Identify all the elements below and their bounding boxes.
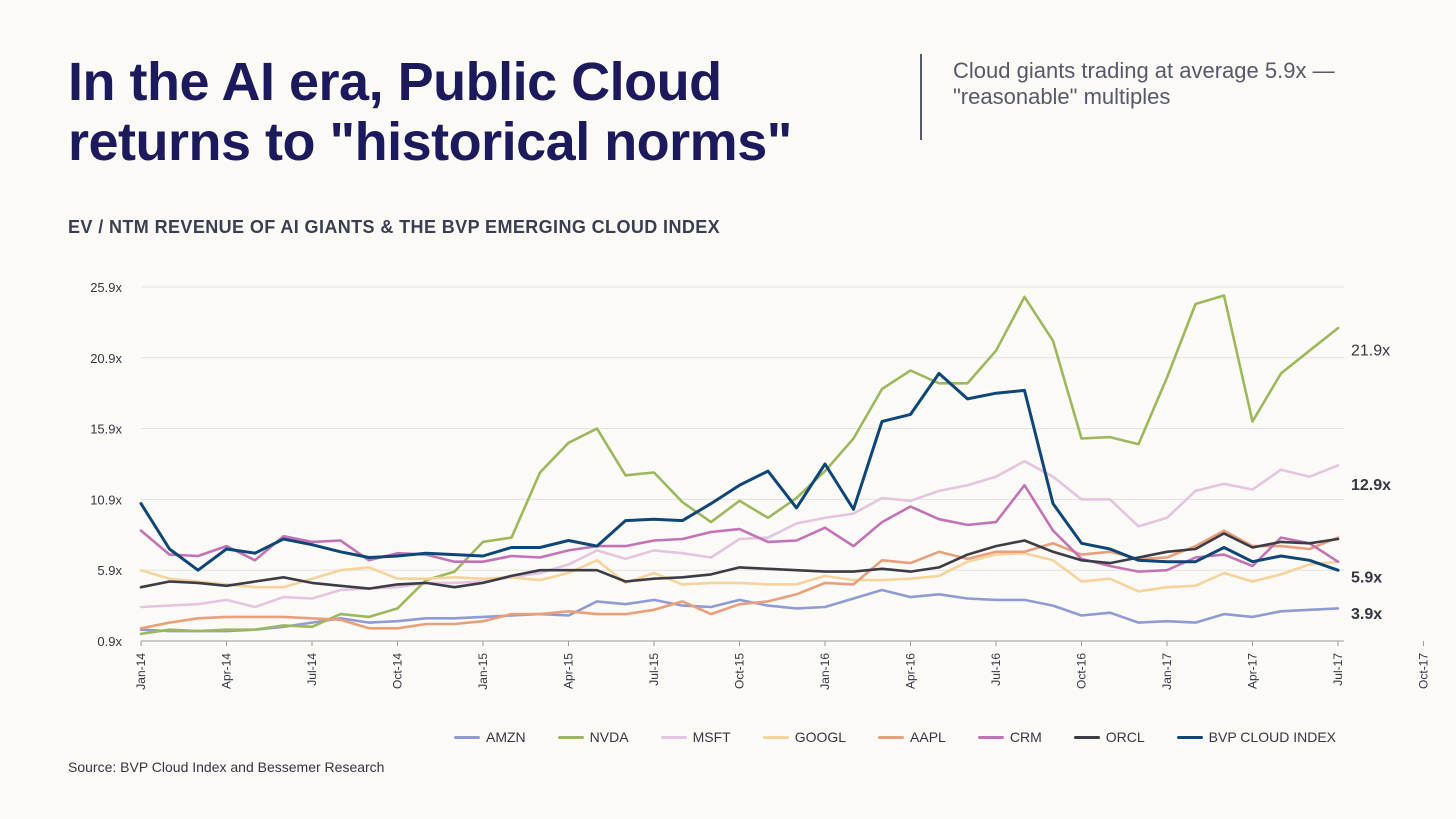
series-line-nvda	[139, 294, 1340, 636]
legend-swatch	[454, 735, 480, 739]
x-tick-label: Jan-14	[134, 653, 148, 690]
subtitle-line-1: Cloud giants trading at average 5.9x —	[953, 58, 1335, 83]
series-line-bvp-cloud-index	[139, 371, 1340, 572]
end-label: 3.9x	[1351, 606, 1382, 623]
title-line-2: returns to "historical norms"	[68, 112, 792, 172]
series-line-aapl	[139, 529, 1340, 630]
header-divider	[920, 54, 922, 140]
series-line-amzn	[139, 588, 1340, 633]
y-tick-label: 10.9x	[90, 492, 122, 507]
x-tick-label: Oct-15	[733, 653, 747, 689]
x-tick-label: Jan-15	[476, 653, 490, 690]
legend-item: AMZN	[454, 729, 526, 745]
subtitle-line-2: "reasonable" multiples	[953, 84, 1171, 109]
legend-swatch	[977, 735, 1004, 739]
legend-label: CRM	[1009, 729, 1042, 745]
series-line-msft	[139, 459, 1340, 609]
x-tick-label: Oct-16	[1075, 653, 1089, 689]
x-tick-label: Oct-17	[1417, 653, 1431, 689]
end-label: 5.9x	[1351, 569, 1382, 586]
page-subtitle: Cloud giants trading at average 5.9x — "…	[953, 58, 1413, 110]
x-tick-label: Jul-14	[305, 653, 319, 686]
legend-item: AAPL	[878, 729, 946, 745]
legend-item: MSFT	[660, 729, 731, 745]
x-tick-label: Jul-16	[989, 653, 1003, 686]
legend-item: GOOGL	[762, 729, 847, 745]
y-tick-label: 20.9x	[90, 351, 122, 366]
legend-swatch	[660, 735, 687, 739]
legend-item: NVDA	[557, 729, 629, 745]
legend-swatch	[1073, 735, 1100, 739]
legend-label: AMZN	[486, 729, 526, 745]
legend-label: GOOGL	[794, 729, 847, 745]
x-tick-label: Jan-17	[1160, 653, 1174, 690]
x-tick-label: Apr-16	[904, 653, 918, 689]
legend-item: CRM	[977, 729, 1042, 745]
chart-legend: AMZN NVDA MSFT GOOGL AAPL CRM ORCL BVP CLOUD IN…	[454, 729, 1368, 745]
x-tick-label: Jan-16	[818, 653, 832, 690]
page-title: In the AI era, Public Cloud returns to "…	[68, 52, 888, 172]
end-label: 12.9x	[1351, 477, 1391, 494]
legend-swatch	[762, 735, 789, 739]
y-tick-label: 5.9x	[97, 563, 122, 578]
legend-label: MSFT	[692, 729, 731, 745]
y-tick-label: 25.9x	[90, 280, 122, 295]
legend-label: BVP CLOUD INDEX	[1208, 729, 1336, 745]
legend-item: ORCL	[1073, 729, 1145, 745]
chart-title: EV / NTM REVENUE OF AI GIANTS & THE BVP …	[68, 217, 721, 237]
x-tick-label: Jul-15	[647, 653, 661, 686]
legend-label: NVDA	[589, 729, 629, 745]
end-label: 21.9x	[1351, 343, 1390, 360]
series-line-orcl	[139, 532, 1340, 590]
y-tick-label: 0.9x	[97, 634, 122, 649]
x-tick-label: Jul-17	[1331, 653, 1345, 686]
legend-swatch	[1176, 735, 1203, 739]
legend-label: ORCL	[1105, 729, 1145, 745]
legend-label: AAPL	[910, 729, 946, 745]
legend-item: BVP CLOUD INDEX	[1176, 729, 1336, 745]
x-tick-label: Apr-15	[562, 653, 576, 689]
y-tick-label: 15.9x	[90, 422, 122, 437]
x-tick-label: Apr-14	[220, 653, 234, 689]
x-tick-label: Oct-14	[391, 653, 405, 689]
legend-swatch	[878, 735, 905, 739]
source-note: Source: BVP Cloud Index and Bessemer Res…	[68, 759, 385, 775]
title-line-1: In the AI era, Public Cloud	[68, 52, 722, 112]
legend-swatch	[557, 735, 584, 739]
x-tick-label: Apr-17	[1246, 653, 1260, 689]
series-line-crm	[139, 483, 1340, 573]
series-line-googl	[139, 551, 1340, 593]
